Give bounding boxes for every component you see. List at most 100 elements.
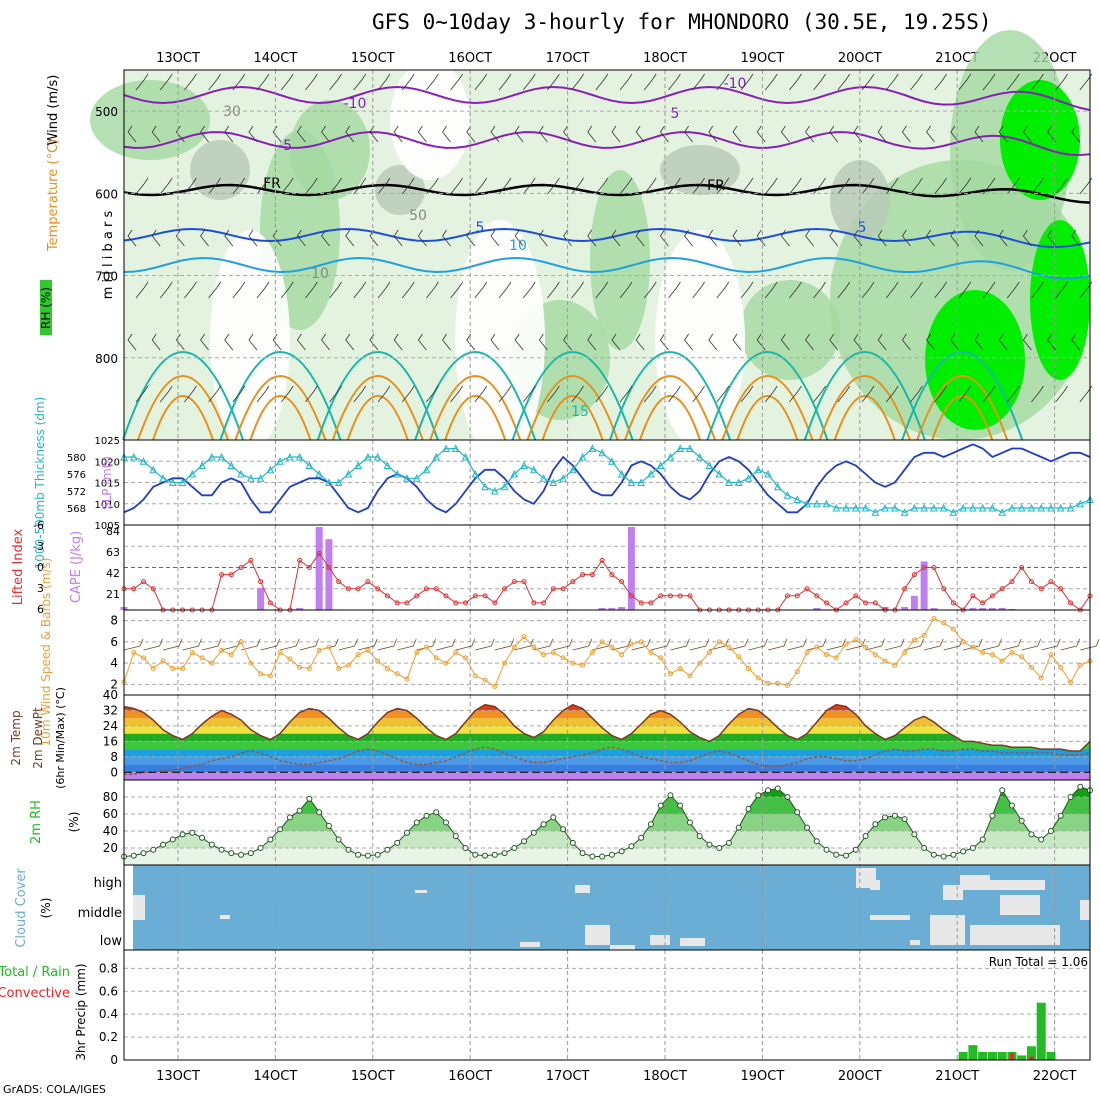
rh-2m-point <box>247 850 254 857</box>
rh-2m-point <box>482 852 489 859</box>
cloud-patch <box>610 945 635 950</box>
surface-wind-barb <box>338 638 359 651</box>
lifted-index-point <box>794 593 800 599</box>
wind-barb <box>619 177 633 195</box>
thickness-marker <box>530 465 538 474</box>
wind-barb <box>692 73 705 91</box>
wind-speed-point <box>219 647 225 653</box>
lifted-index-point <box>853 593 859 599</box>
rh-2m-point <box>355 851 362 858</box>
lifted-index-point <box>589 572 595 578</box>
thickness-tick-label: 572 <box>67 487 86 498</box>
thickness-marker <box>295 452 304 461</box>
wind-speed-point <box>355 652 361 658</box>
lifted-index-point <box>1028 579 1034 585</box>
thickness-marker <box>373 452 382 461</box>
thickness-marker <box>881 503 889 512</box>
wind-speed-point <box>589 650 595 655</box>
rh-2m-point <box>286 814 293 821</box>
thickness-marker <box>939 503 948 512</box>
temp-contour-arch <box>219 351 342 441</box>
wind-speed-point <box>1058 664 1064 670</box>
wind-barb <box>732 333 742 351</box>
wind-speed-point <box>297 664 303 670</box>
wind-speed-point <box>560 655 566 661</box>
lifted-index-point <box>463 600 469 606</box>
temp-contour-arch <box>609 351 731 441</box>
thickness-marker <box>364 452 372 461</box>
cloud-patch <box>650 935 670 945</box>
thickness-marker <box>198 461 206 469</box>
wind-barb <box>837 281 851 299</box>
wind-barb <box>950 125 960 143</box>
rh-saturated-area <box>1000 80 1080 200</box>
wind-speed-point <box>970 644 976 650</box>
thickness-marker <box>871 508 880 516</box>
rh-2m-point <box>618 848 625 855</box>
thickness-marker <box>617 469 626 478</box>
temp-contour-arch <box>706 351 829 441</box>
thickness-marker <box>803 499 811 508</box>
wind-speed-point <box>189 650 195 655</box>
wind-barb <box>587 229 597 247</box>
wind-barb <box>377 177 391 195</box>
pressure-axis-label: m i l l i b a r s <box>101 211 116 300</box>
rh-2m-point <box>443 819 449 826</box>
wind-barb <box>401 177 415 195</box>
wind-barb <box>417 125 427 143</box>
wind-barb <box>151 333 161 351</box>
wind-barb <box>305 177 318 195</box>
pressure-tick-label: 500 <box>95 105 118 119</box>
wind-barb <box>780 333 790 351</box>
wind-barb <box>474 177 488 195</box>
wind-speed-point <box>570 660 576 666</box>
slp-tick-label: 1010 <box>95 500 120 511</box>
cloud-patch <box>985 880 1045 890</box>
rh-2m-point <box>491 851 498 858</box>
wind-barb <box>740 177 754 195</box>
rh-2m-point <box>560 826 567 833</box>
thickness-marker <box>178 478 187 486</box>
lifted-index-point <box>375 586 381 592</box>
lifted-index-point <box>638 600 644 606</box>
thickness-marker <box>608 457 616 465</box>
cape-bar <box>1008 608 1016 610</box>
lifted-index-point <box>999 586 1005 592</box>
surface-wind-barb <box>260 638 280 651</box>
wind-barb <box>159 177 173 195</box>
rh-2m-point <box>325 822 332 829</box>
contour-label: 5 <box>858 220 867 236</box>
wind-barb <box>619 281 633 299</box>
wind-barb <box>393 333 403 351</box>
rh-2m-point <box>540 821 547 828</box>
rh-2m-point <box>823 846 830 853</box>
thickness-marker <box>237 469 245 478</box>
wind-barb <box>716 385 730 403</box>
wind-barb <box>716 177 730 195</box>
wind-speed-point <box>365 647 371 653</box>
surface-wind-barb <box>670 638 690 651</box>
wind-speed-point <box>248 660 254 666</box>
rh-2m-point <box>608 851 615 858</box>
temp-color-band <box>124 710 1090 719</box>
wind-barb <box>208 177 221 195</box>
wind-speed-point <box>745 665 751 671</box>
wind-barb <box>305 73 318 91</box>
rh-dry-area <box>375 165 425 215</box>
surface-wind-barb <box>514 638 534 651</box>
wind-barb <box>305 385 318 403</box>
rh-2m-point <box>774 785 781 792</box>
wind-tick-label: 4 <box>110 656 118 670</box>
wind-speed-point <box>463 655 469 661</box>
wind-barb <box>1022 229 1032 247</box>
date-label-bottom: 15OCT <box>351 1069 395 1084</box>
lifted-index-point <box>872 600 878 606</box>
lifted-index-point <box>258 579 264 585</box>
rh-2m-point <box>628 843 635 850</box>
cape-bar <box>930 607 938 610</box>
wind-speed-point <box>726 644 732 650</box>
thickness-marker <box>705 461 714 469</box>
wind-speed-point <box>258 671 264 677</box>
lifted-index-point <box>297 557 303 563</box>
wind-barb <box>595 73 609 91</box>
